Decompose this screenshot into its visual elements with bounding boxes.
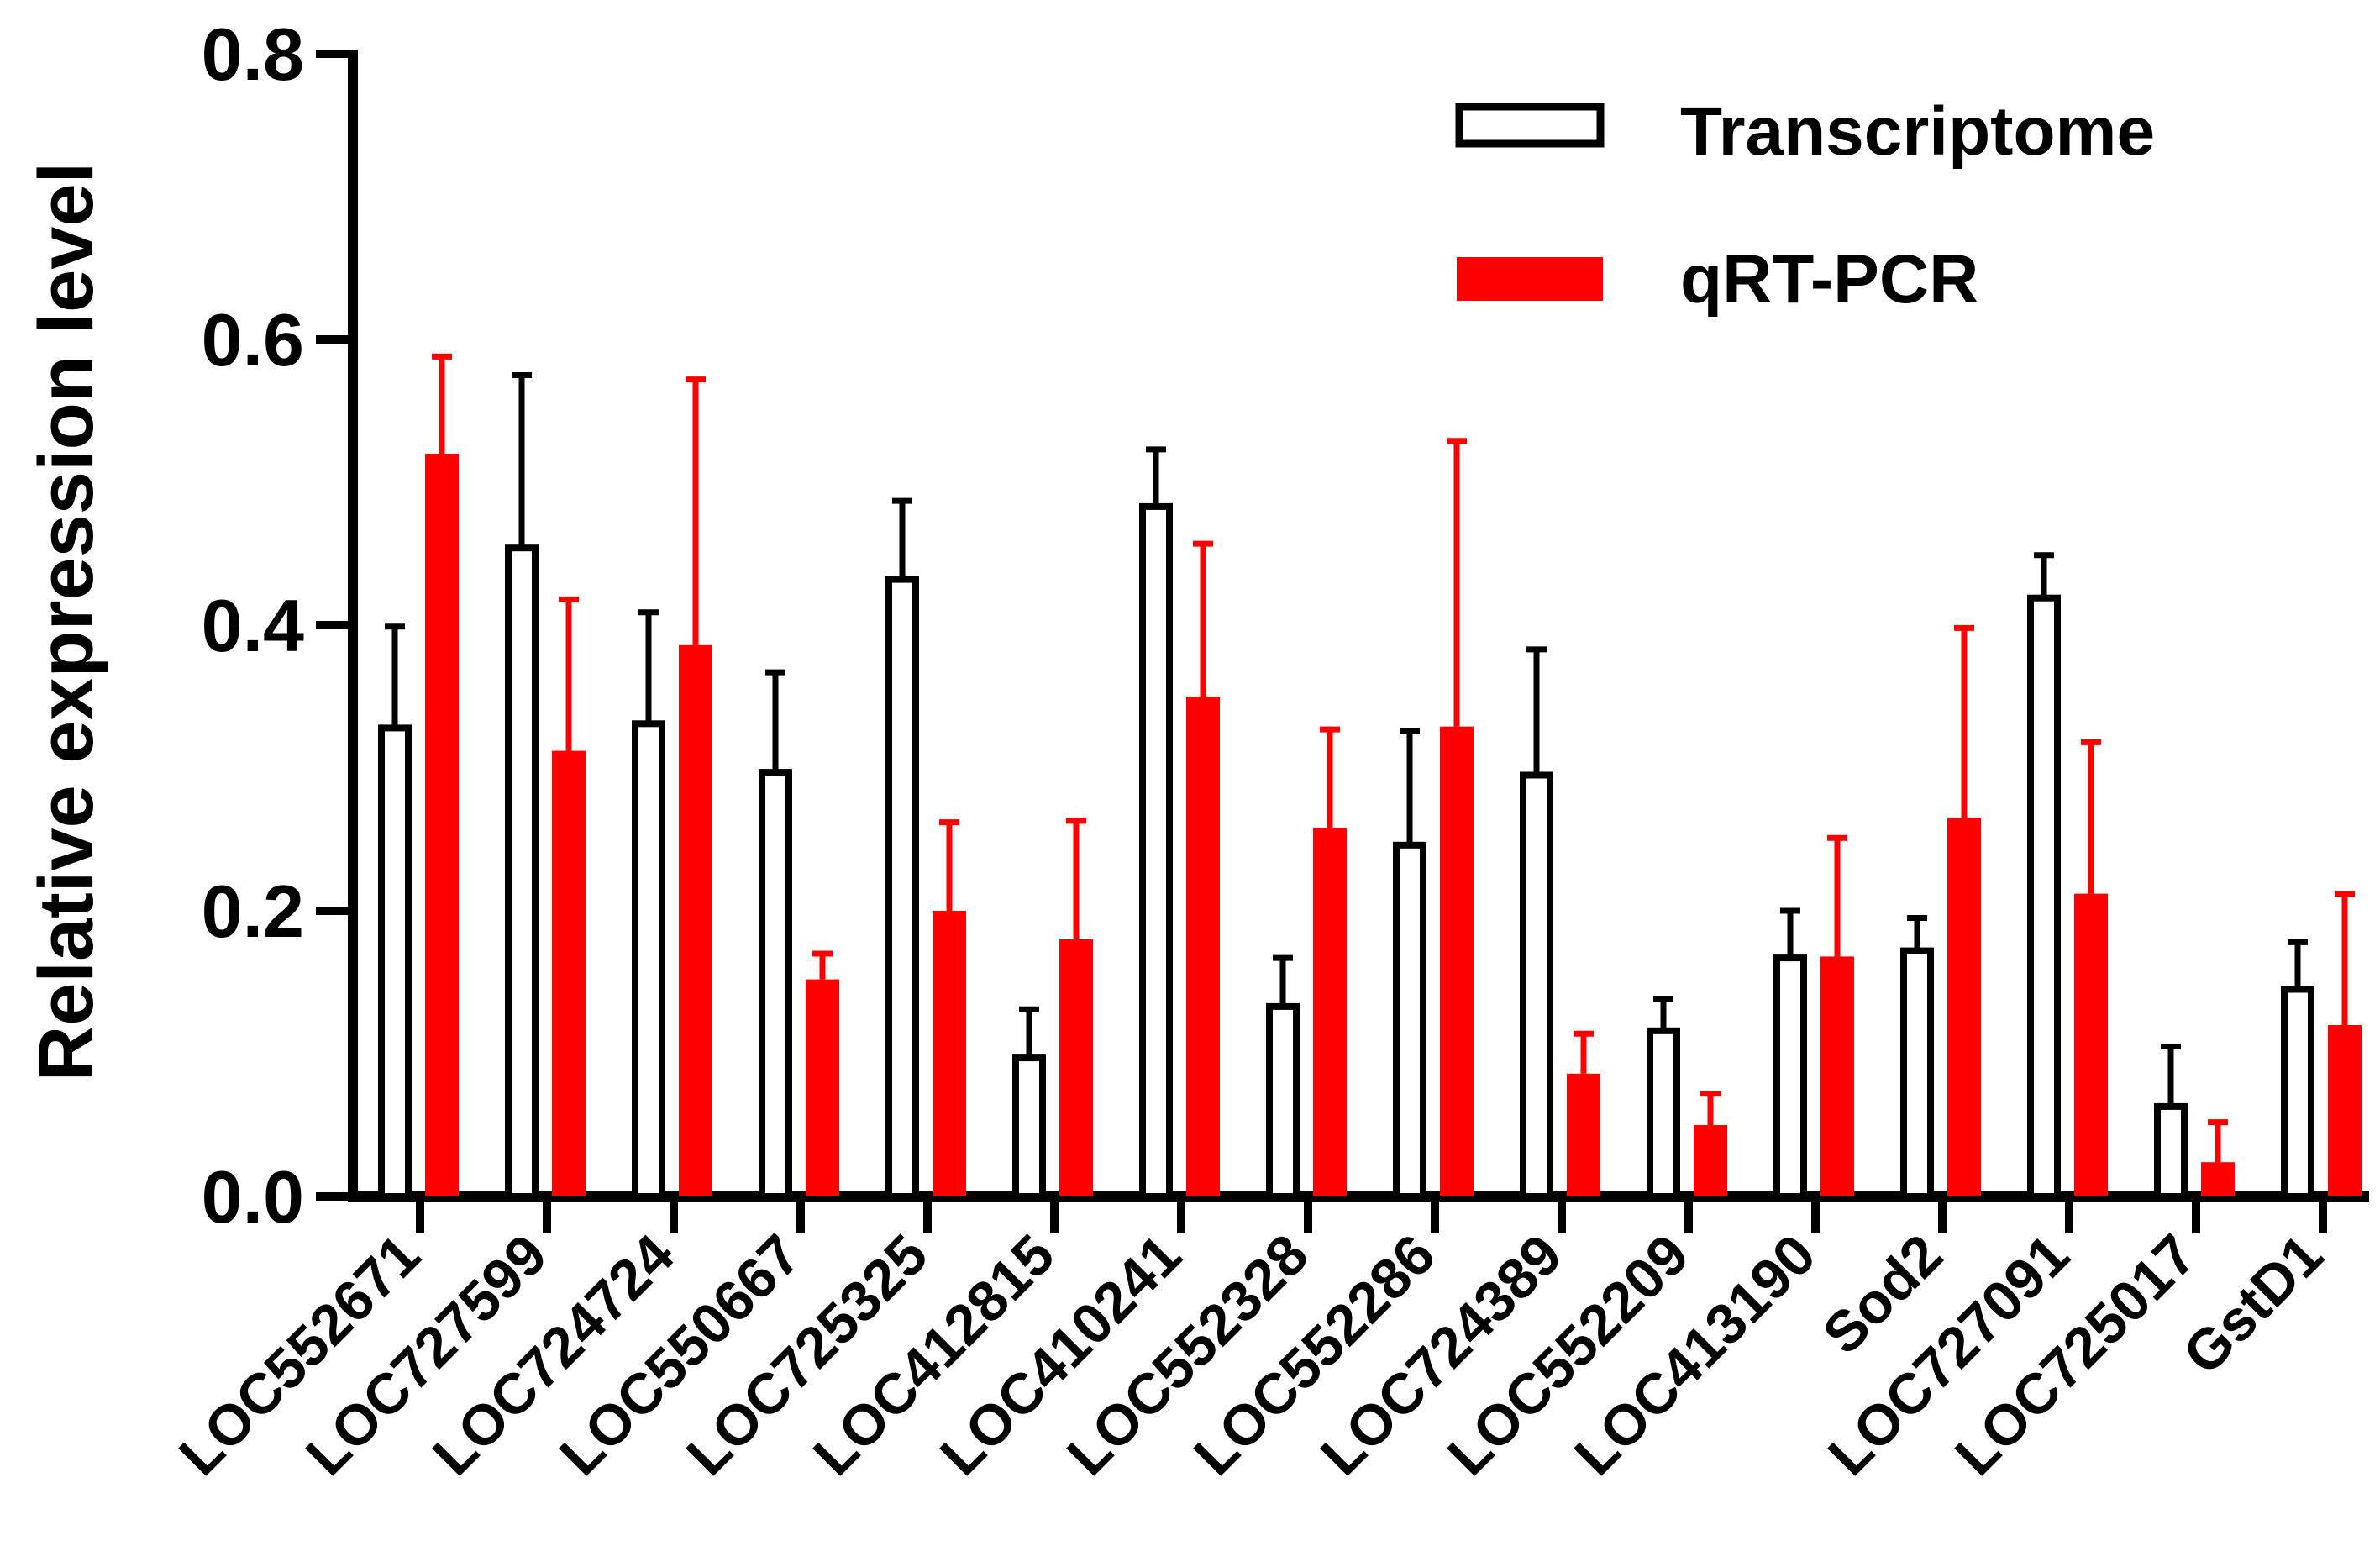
bar-qrt-pcr [1567,1073,1600,1196]
bar-qrt-pcr [552,750,586,1196]
y-tick-label: 0.4 [202,584,304,667]
bars [378,353,2362,1201]
bar-qrt-pcr [1440,726,1474,1196]
y-axis: 0.0 0.2 0.4 0.6 0.8 [202,13,358,1238]
bar-transcriptome [1266,1002,1300,1201]
bar-qrt-pcr [425,454,459,1196]
bar-transcriptome [2027,594,2061,1200]
bar-transcriptome [2154,1102,2188,1201]
y-tick-label: 0.6 [202,298,304,381]
legend-swatch-transcriptome [1455,103,1605,148]
bar-qrt-pcr [2201,1162,2235,1196]
bar-qrt-pcr [1820,956,1854,1196]
x-tick-label: GstD1 [2171,1223,2335,1386]
bar-transcriptome [1520,771,1553,1200]
bar-qrt-pcr [1947,818,1981,1196]
bar-transcriptome [1393,841,1426,1200]
y-tick-label: 0.8 [202,13,304,96]
bar-qrt-pcr [933,911,966,1196]
bar-qrt-pcr [2328,1025,2362,1196]
bar-qrt-pcr [679,644,712,1196]
bar-transcriptome [505,544,539,1200]
bar-transcriptome [632,720,665,1200]
bar-transcriptome [2281,986,2314,1200]
bar-transcriptome [885,576,919,1200]
bar-qrt-pcr [2074,893,2108,1196]
bar-qrt-pcr [806,979,839,1196]
bar-transcriptome [1139,502,1173,1200]
bar-transcriptome [759,769,792,1200]
bar-transcriptome [1647,1027,1680,1201]
bar-qrt-pcr [1313,828,1347,1196]
x-axis: LOC552671LOC727599LOC724724LOC550667LOC7… [167,1191,2369,1488]
bar-transcriptome [1773,954,1807,1200]
legend-swatch-qrt-pcr [1457,257,1603,301]
bar-transcriptome [378,724,412,1200]
legend-label-transcriptome: Transcriptome [1680,93,2155,170]
y-tick-label: 0.2 [202,870,304,953]
bar-qrt-pcr [1059,939,1093,1196]
bar-transcriptome [1900,947,1934,1200]
bar-qrt-pcr [1186,697,1220,1196]
y-tick-label: 0.0 [202,1155,304,1238]
bar-transcriptome [1012,1054,1046,1200]
y-axis-title: Relative expression level [24,162,109,1081]
legend-label-qrt-pcr: qRT-PCR [1680,241,1978,318]
bar-qrt-pcr [1694,1125,1727,1196]
legend: Transcriptome qRT-PCR [1455,93,2155,318]
